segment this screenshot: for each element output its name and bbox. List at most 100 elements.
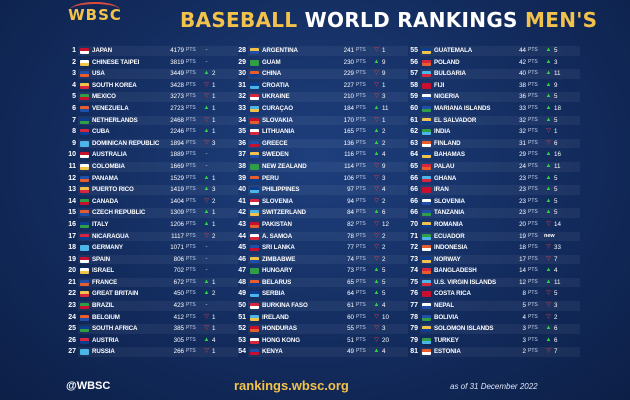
table-row: 64 BAHAMAS 29 PTS ▲ 16 (404, 149, 580, 161)
flag-icon (80, 326, 89, 333)
points-value: 18 (519, 244, 526, 252)
flag-icon (422, 268, 431, 275)
table-row: 66 GHANA 23 PTS ▲ 5 (404, 173, 580, 185)
table-row: 8 CUBA 2246 PTS ▲ 1 (62, 126, 238, 138)
flag-icon (80, 175, 89, 182)
flag-icon (422, 129, 431, 136)
points-label: PTS (186, 348, 196, 355)
rank-cell: 79 (410, 325, 418, 333)
points-label: PTS (186, 336, 196, 343)
rank-cell: 7 (72, 116, 76, 124)
country-name: GUAM (262, 58, 281, 66)
rank-cell: 35 (238, 128, 246, 136)
points-label: PTS (186, 313, 196, 320)
country-name: SLOVENIA (434, 197, 465, 205)
rank-change: 1 (554, 128, 558, 136)
points-value: 114 (344, 162, 354, 170)
flag-icon (80, 268, 89, 275)
table-row: 9 DOMINICAN REPUBLIC 1894 PTS ▽ 3 (62, 138, 238, 150)
rank-cell: 76 (410, 290, 418, 298)
rank-change: 1 (212, 116, 216, 124)
rankings-column-3: 55 GUATEMALA 44 PTS ▲ 5 56 POLAND 42 PTS ▲ 3 57 BULGA… (404, 45, 580, 358)
rank-cell: 26 (68, 336, 76, 344)
country-name: SOLOMON ISLANDS (434, 325, 494, 333)
website-link[interactable]: rankings.wbsc.org (234, 378, 349, 393)
points-value: 42 (519, 58, 526, 66)
table-row: 79 TURKEY 3 PTS ▲ 6 (404, 335, 580, 347)
flag-icon (80, 221, 89, 228)
points-value: 3449 (170, 70, 184, 78)
points-label: PTS (356, 116, 366, 123)
points-label: PTS (528, 244, 538, 251)
up-arrow-icon: ▲ (545, 81, 552, 88)
rank-change: 2 (382, 197, 386, 205)
flag-icon (422, 71, 431, 78)
rank-change: 5 (382, 290, 386, 298)
table-row: 44 A. SAMOA 78 PTS ▽ 2 (232, 231, 408, 243)
table-row: 65 PALAU 24 PTS ▲ 11 (404, 161, 580, 173)
country-name: BURKINA FASO (262, 302, 308, 310)
country-name: NORWAY (434, 255, 461, 263)
points-label: PTS (186, 174, 196, 181)
points-label: PTS (356, 197, 366, 204)
rank-change: 10 (382, 313, 389, 321)
table-row: 26 AUSTRIA 305 PTS ▲ 4 (62, 335, 238, 347)
points-value: 17 (519, 255, 526, 263)
flag-icon (80, 59, 89, 66)
points-label: PTS (356, 70, 366, 77)
table-row: 17 NICARAGUA 1117 PTS ▽ 2 (62, 231, 238, 243)
country-name: SOUTH KOREA (92, 81, 137, 89)
points-label: PTS (186, 47, 196, 53)
country-name: DOMINICAN REPUBLIC (92, 139, 160, 147)
flag-icon (250, 314, 259, 321)
flag-icon (422, 279, 431, 286)
country-name: FIJI (434, 81, 445, 89)
rank-cell: 3 (72, 70, 76, 78)
country-name: SWITZERLAND (262, 209, 306, 217)
down-arrow-icon: ▽ (374, 313, 379, 320)
points-label: PTS (528, 209, 538, 216)
country-name: SLOVAKIA (262, 116, 293, 124)
points-value: 672 (173, 278, 184, 286)
rank-change: 1 (212, 209, 216, 217)
rank-cell: 21 (68, 278, 76, 286)
table-row: 45 SRI LANKA 77 PTS ▽ 2 (232, 242, 408, 254)
points-value: 1071 (170, 244, 184, 252)
flag-icon (422, 337, 431, 344)
down-arrow-icon: ▽ (374, 70, 379, 77)
country-name: U.S. VIRGIN ISLANDS (434, 278, 497, 286)
points-value: 1404 (170, 197, 184, 205)
points-label: PTS (186, 197, 196, 204)
points-label: PTS (528, 290, 538, 297)
flag-icon (80, 129, 89, 136)
points-label: PTS (528, 336, 538, 343)
table-row: 24 BELGIUM 412 PTS ▽ 1 (62, 312, 238, 324)
no-change-icon: - (205, 267, 208, 274)
down-arrow-icon: ▽ (204, 116, 209, 123)
points-label: PTS (186, 220, 196, 227)
rank-change: 4 (382, 151, 386, 159)
points-value: 65 (347, 278, 354, 286)
table-row: 59 NIGERIA 36 PTS ▲ 5 (404, 91, 580, 103)
rank-change: 4 (212, 336, 216, 344)
flag-icon (80, 337, 89, 344)
rank-cell: 53 (238, 336, 246, 344)
flag-icon (250, 48, 259, 54)
points-value: 77 (347, 244, 354, 252)
down-arrow-icon: ▽ (204, 325, 209, 332)
flag-icon (80, 163, 89, 170)
rank-cell: 66 (410, 197, 418, 205)
up-arrow-icon: ▲ (545, 186, 552, 193)
points-label: PTS (356, 151, 366, 158)
up-arrow-icon: ▲ (203, 278, 210, 285)
points-value: 229 (343, 70, 354, 78)
rank-change: 3 (554, 58, 558, 66)
points-value: 702 (173, 267, 184, 275)
up-arrow-icon: ▲ (203, 186, 210, 193)
flag-icon (80, 48, 89, 54)
rank-cell: 4 (72, 81, 76, 89)
points-label: PTS (186, 116, 196, 123)
points-value: 305 (173, 336, 184, 344)
no-change-icon: - (205, 244, 208, 251)
logo-text: WBSC (68, 6, 122, 24)
